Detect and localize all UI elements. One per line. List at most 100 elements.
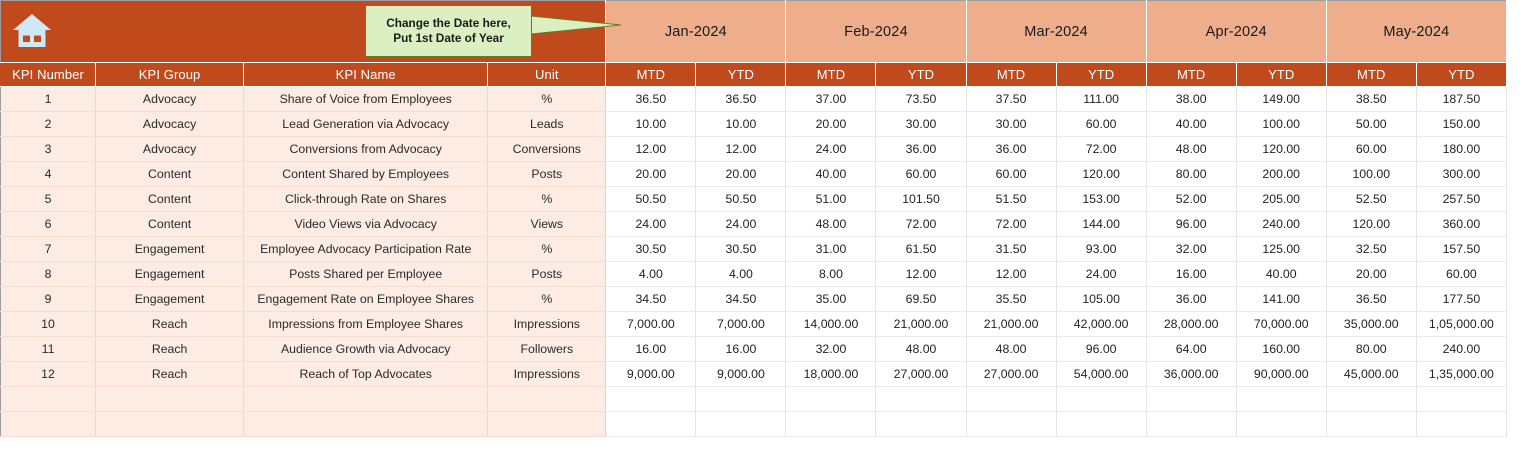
- cell-unit[interactable]: [487, 386, 607, 412]
- cell-feb-ytd[interactable]: 69.50: [875, 286, 967, 312]
- cell-may-ytd[interactable]: 240.00: [1416, 336, 1508, 362]
- cell-kpi-number[interactable]: 7: [0, 236, 97, 262]
- table-row[interactable]: 8 Engagement Posts Shared per Employee Post…: [0, 261, 1508, 287]
- cell-may-mtd[interactable]: [1326, 411, 1417, 437]
- cell-mar-ytd[interactable]: 72.00: [1056, 136, 1147, 162]
- cell-kpi-group[interactable]: Advocacy: [95, 111, 245, 137]
- cell-unit[interactable]: %: [487, 236, 607, 262]
- col-header-may-mtd[interactable]: MTD: [1325, 62, 1417, 87]
- cell-jan-mtd[interactable]: 16.00: [605, 336, 697, 362]
- cell-kpi-group[interactable]: Engagement: [95, 261, 245, 287]
- cell-apr-ytd[interactable]: 240.00: [1236, 211, 1327, 237]
- cell-may-ytd[interactable]: [1416, 386, 1508, 412]
- month-header-0[interactable]: Jan-2024: [605, 0, 787, 63]
- cell-mar-mtd[interactable]: 30.00: [966, 111, 1057, 137]
- cell-kpi-number[interactable]: 8: [0, 261, 97, 287]
- cell-feb-ytd[interactable]: 27,000.00: [875, 361, 967, 387]
- cell-kpi-group[interactable]: Content: [95, 211, 245, 237]
- cell-kpi-name[interactable]: Video Views via Advocacy: [243, 211, 489, 237]
- cell-kpi-number[interactable]: 3: [0, 136, 97, 162]
- cell-kpi-group[interactable]: Content: [95, 186, 245, 212]
- cell-mar-ytd[interactable]: [1056, 386, 1147, 412]
- table-row[interactable]: 5 Content Click-through Rate on Shares% 50.…: [0, 186, 1508, 212]
- cell-kpi-name[interactable]: Employee Advocacy Participation Rate: [243, 236, 489, 262]
- table-row[interactable]: 11 Reach Audience Growth via Advocacy Follo…: [0, 336, 1508, 362]
- col-header-kpi-group[interactable]: KPI Group: [95, 62, 245, 87]
- cell-kpi-group[interactable]: Reach: [95, 361, 245, 387]
- cell-unit[interactable]: Views: [487, 211, 607, 237]
- cell-mar-mtd[interactable]: 35.50: [966, 286, 1057, 312]
- cell-mar-ytd[interactable]: 42,000.00: [1056, 311, 1147, 337]
- col-header-mar-mtd[interactable]: MTD: [965, 62, 1057, 87]
- cell-feb-mtd[interactable]: 51.00: [785, 186, 877, 212]
- cell-apr-mtd[interactable]: 52.00: [1146, 186, 1237, 212]
- cell-mar-ytd[interactable]: [1056, 411, 1147, 437]
- cell-may-mtd[interactable]: 36.50: [1326, 286, 1417, 312]
- cell-unit[interactable]: %: [487, 186, 607, 212]
- cell-kpi-name[interactable]: Click-through Rate on Shares: [243, 186, 489, 212]
- table-row[interactable]: 6 Content Video Views via Advocacy Views 24.…: [0, 211, 1508, 237]
- cell-unit[interactable]: Impressions: [487, 361, 607, 387]
- cell-jan-mtd[interactable]: 12.00: [605, 136, 697, 162]
- cell-apr-mtd[interactable]: 16.00: [1146, 261, 1237, 287]
- cell-mar-mtd[interactable]: 51.50: [966, 186, 1057, 212]
- cell-mar-mtd[interactable]: 48.00: [966, 336, 1057, 362]
- cell-mar-ytd[interactable]: 96.00: [1056, 336, 1147, 362]
- cell-mar-mtd[interactable]: 12.00: [966, 261, 1057, 287]
- cell-feb-mtd[interactable]: 14,000.00: [785, 311, 877, 337]
- cell-kpi-number[interactable]: 5: [0, 186, 97, 212]
- cell-may-ytd[interactable]: 157.50: [1416, 236, 1508, 262]
- col-header-kpi-number[interactable]: KPI Number: [0, 62, 97, 87]
- cell-unit[interactable]: [487, 411, 607, 437]
- cell-mar-mtd[interactable]: 72.00: [966, 211, 1057, 237]
- cell-mar-mtd[interactable]: 36.00: [966, 136, 1057, 162]
- cell-kpi-name[interactable]: Engagement Rate on Employee Shares: [243, 286, 489, 312]
- month-header-3[interactable]: Apr-2024: [1145, 0, 1327, 63]
- cell-feb-ytd[interactable]: 73.50: [875, 86, 967, 112]
- cell-apr-ytd[interactable]: 100.00: [1236, 111, 1327, 137]
- col-header-kpi-name[interactable]: KPI Name: [243, 62, 489, 87]
- cell-apr-mtd[interactable]: 80.00: [1146, 161, 1237, 187]
- cell-apr-mtd[interactable]: 36.00: [1146, 286, 1237, 312]
- cell-apr-ytd[interactable]: 160.00: [1236, 336, 1327, 362]
- cell-mar-mtd[interactable]: [966, 411, 1057, 437]
- cell-apr-mtd[interactable]: [1146, 386, 1237, 412]
- month-header-2[interactable]: Mar-2024: [965, 0, 1147, 63]
- cell-jan-ytd[interactable]: [695, 411, 787, 437]
- cell-jan-mtd[interactable]: 30.50: [605, 236, 697, 262]
- cell-jan-mtd[interactable]: 34.50: [605, 286, 697, 312]
- cell-kpi-name[interactable]: Content Shared by Employees: [243, 161, 489, 187]
- cell-apr-ytd[interactable]: 141.00: [1236, 286, 1327, 312]
- cell-feb-mtd[interactable]: 20.00: [785, 111, 877, 137]
- cell-apr-ytd[interactable]: 200.00: [1236, 161, 1327, 187]
- cell-kpi-name[interactable]: Conversions from Advocacy: [243, 136, 489, 162]
- cell-feb-mtd[interactable]: 32.00: [785, 336, 877, 362]
- cell-kpi-name[interactable]: Impressions from Employee Shares: [243, 311, 489, 337]
- cell-may-ytd[interactable]: 1,05,000.00: [1416, 311, 1508, 337]
- cell-apr-ytd[interactable]: [1236, 386, 1327, 412]
- cell-may-ytd[interactable]: [1416, 411, 1508, 437]
- cell-may-ytd[interactable]: 360.00: [1416, 211, 1508, 237]
- home-icon[interactable]: [11, 11, 53, 51]
- cell-jan-mtd[interactable]: 36.50: [605, 86, 697, 112]
- cell-kpi-group[interactable]: Engagement: [95, 236, 245, 262]
- cell-feb-mtd[interactable]: 31.00: [785, 236, 877, 262]
- cell-apr-ytd[interactable]: 90,000.00: [1236, 361, 1327, 387]
- cell-feb-mtd[interactable]: 48.00: [785, 211, 877, 237]
- cell-kpi-group[interactable]: [95, 411, 245, 437]
- cell-jan-ytd[interactable]: 50.50: [695, 186, 787, 212]
- cell-unit[interactable]: %: [487, 286, 607, 312]
- cell-kpi-number[interactable]: 1: [0, 86, 97, 112]
- cell-apr-mtd[interactable]: 96.00: [1146, 211, 1237, 237]
- table-row-empty[interactable]: [0, 386, 1508, 412]
- callout-box[interactable]: Change the Date here, Put 1st Date of Ye…: [365, 5, 532, 57]
- cell-may-ytd[interactable]: 257.50: [1416, 186, 1508, 212]
- cell-may-mtd[interactable]: 45,000.00: [1326, 361, 1417, 387]
- cell-apr-ytd[interactable]: [1236, 411, 1327, 437]
- cell-unit[interactable]: Posts: [487, 161, 607, 187]
- cell-kpi-group[interactable]: Engagement: [95, 286, 245, 312]
- cell-apr-ytd[interactable]: 149.00: [1236, 86, 1327, 112]
- col-header-apr-mtd[interactable]: MTD: [1145, 62, 1237, 87]
- cell-mar-ytd[interactable]: 120.00: [1056, 161, 1147, 187]
- table-row[interactable]: 7 Engagement Employee Advocacy Participati…: [0, 236, 1508, 262]
